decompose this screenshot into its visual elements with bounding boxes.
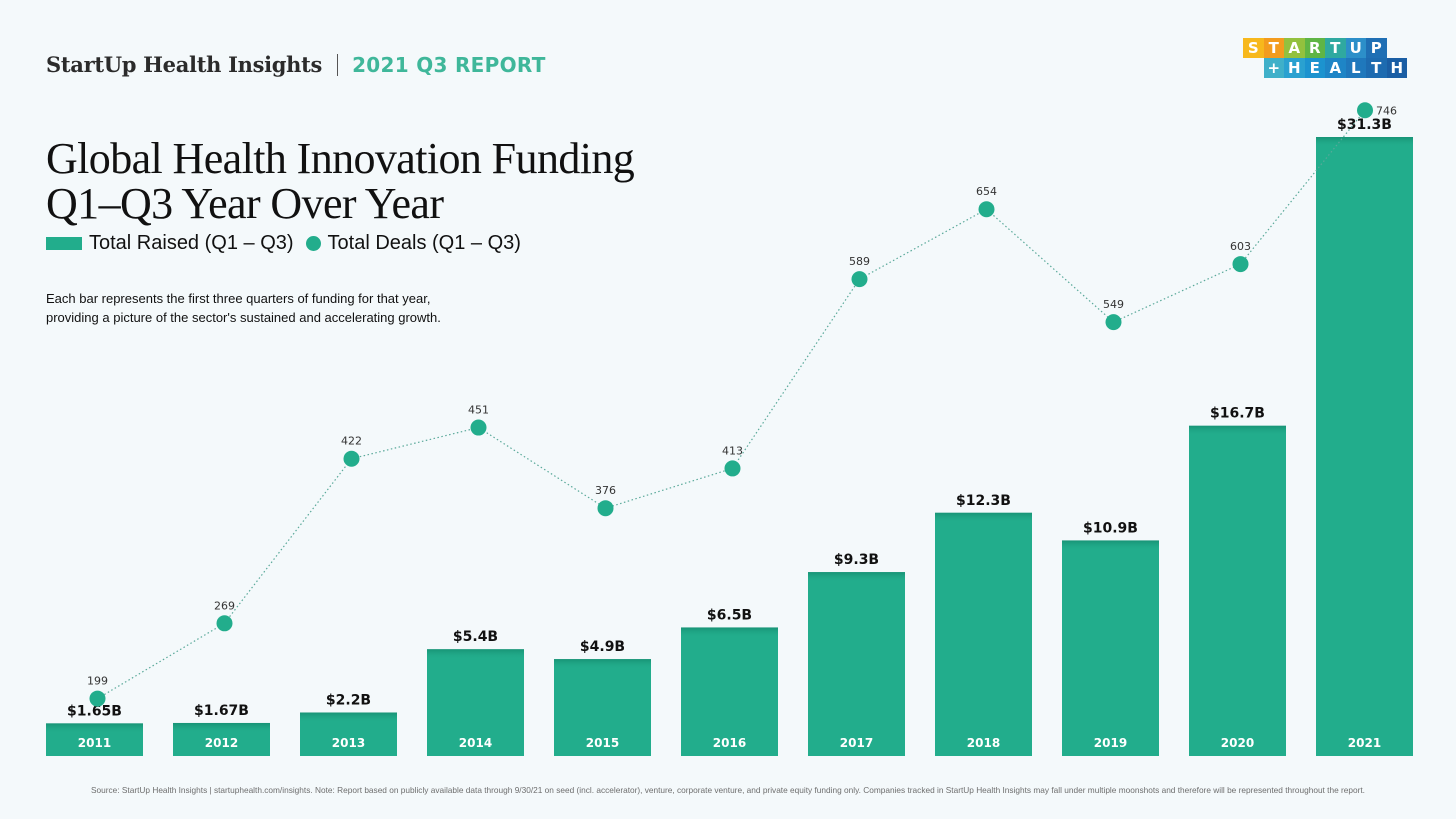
logo-letter: P (1366, 38, 1387, 58)
legend-dot-swatch (305, 236, 321, 251)
bar-top-shade (1189, 425, 1286, 436)
bar (1062, 540, 1159, 756)
bar-top-shade (681, 627, 778, 638)
deal-value-label: 376 (595, 484, 616, 497)
deal-point (1232, 256, 1249, 273)
logo-letter: T (1325, 38, 1346, 58)
report-header: StartUp Health Insights 2021 Q3 REPORT (46, 52, 546, 77)
logo-letter: H (1386, 58, 1407, 78)
deal-value-label: 199 (87, 675, 108, 688)
bar (1316, 137, 1413, 756)
brand-name: StartUp Health Insights (46, 52, 323, 77)
deal-point (1105, 314, 1122, 331)
x-tick-label: 2020 (1221, 736, 1254, 750)
x-tick-label: 2014 (459, 736, 492, 750)
chart-title-line-1: Global Health Innovation Funding (46, 134, 635, 183)
bar-top-shade (554, 659, 651, 670)
chart-description: Each bar represents the first three quar… (46, 289, 506, 327)
deal-value-label: 422 (341, 435, 362, 448)
deal-point (597, 500, 614, 517)
chart-title: Global Health Innovation Funding Q1–Q3 Y… (46, 134, 635, 228)
x-tick-label: 2015 (586, 736, 619, 750)
deal-point (470, 419, 487, 436)
deal-value-label: 549 (1103, 298, 1124, 311)
bar-top-shade (935, 512, 1032, 523)
header-divider (337, 53, 339, 76)
logo-letter: H (1284, 58, 1305, 78)
logo-letter: E (1304, 58, 1325, 78)
bar (427, 649, 524, 756)
x-tick-label: 2016 (713, 736, 746, 750)
logo-letter: U (1345, 38, 1366, 58)
bar-top-shade (427, 649, 524, 660)
legend-bar-swatch (46, 237, 82, 250)
bar (808, 572, 905, 756)
bar (681, 627, 778, 756)
deal-value-label: 269 (214, 599, 235, 612)
deal-value-label: 451 (468, 404, 489, 417)
deal-point (1357, 102, 1373, 119)
x-tick-label: 2012 (205, 736, 238, 750)
bar-top-shade (173, 722, 270, 733)
deal-point (216, 615, 233, 632)
bar-value-label: $9.3B (834, 552, 879, 568)
bar-top-shade (808, 572, 905, 583)
logo-letter: T (1263, 38, 1284, 58)
x-tick-label: 2021 (1348, 736, 1381, 750)
bar-value-label: $2.2B (326, 692, 371, 708)
deal-point (724, 460, 741, 477)
bar-top-shade (46, 723, 143, 734)
bar-value-label: $5.4B (453, 629, 498, 645)
bar (935, 512, 1032, 756)
x-tick-label: 2017 (840, 736, 873, 750)
deal-point (978, 201, 995, 218)
logo-letter: T (1366, 58, 1387, 78)
bar-value-label: $12.3B (956, 493, 1011, 509)
deal-point (343, 450, 360, 467)
description-line-1: Each bar represents the first three quar… (46, 291, 431, 306)
logo-row-2: + H E A L T H (1263, 58, 1407, 78)
logo-letter: + (1263, 58, 1284, 78)
bar-value-label: $16.7B (1210, 406, 1265, 422)
bar (1189, 425, 1286, 756)
bar-value-label: $4.9B (580, 639, 625, 655)
source-note: Source: StartUp Health Insights | startu… (91, 785, 1365, 795)
bar-top-shade (300, 712, 397, 723)
x-tick-label: 2011 (78, 736, 111, 750)
legend-dots-label: Total Deals (Q1 – Q3) (327, 232, 521, 254)
bar-value-label: $31.3B (1337, 117, 1392, 133)
deal-value-label: 413 (722, 444, 743, 457)
bar-value-label: $1.67B (194, 703, 249, 719)
logo-letter: A (1284, 38, 1305, 58)
legend-bars-label: Total Raised (Q1 – Q3) (89, 232, 294, 254)
deal-value-label: 589 (849, 255, 870, 268)
bar-value-label: $1.65B (67, 703, 122, 719)
chart-legend: Total Raised (Q1 – Q3) Total Deals (Q1 –… (46, 232, 521, 255)
logo-letter: S (1243, 38, 1264, 58)
x-tick-label: 2019 (1094, 736, 1127, 750)
bar-top-shade (1316, 137, 1413, 147)
deal-value-label: 746 (1376, 104, 1397, 117)
x-tick-label: 2013 (332, 736, 365, 750)
description-line-2: providing a picture of the sector's sust… (46, 310, 441, 325)
logo-letter: A (1325, 58, 1346, 78)
deal-value-label: 603 (1230, 240, 1251, 253)
chart-title-line-2: Q1–Q3 Year Over Year (46, 179, 444, 228)
deal-point (89, 690, 106, 707)
logo-letter: R (1304, 38, 1325, 58)
bar-value-label: $10.9B (1083, 520, 1138, 536)
logo-letter: L (1345, 58, 1366, 78)
bar (554, 659, 651, 756)
x-tick-label: 2018 (967, 736, 1000, 750)
bar-top-shade (1062, 540, 1159, 551)
deal-point (851, 271, 868, 288)
report-label: 2021 Q3 REPORT (352, 52, 546, 77)
bar-value-label: $6.5B (707, 607, 752, 623)
deal-value-label: 654 (976, 185, 997, 198)
